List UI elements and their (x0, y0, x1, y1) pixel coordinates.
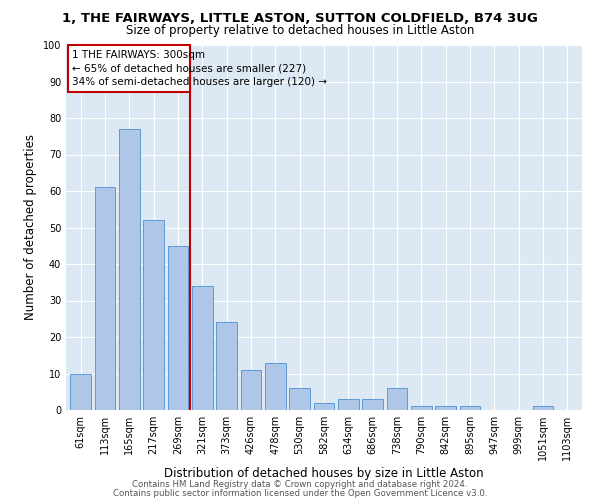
Bar (265, 362, 286, 410)
Bar (533, 406, 553, 410)
Bar (314, 402, 334, 410)
Bar (70, 374, 91, 410)
Text: Contains HM Land Registry data © Crown copyright and database right 2024.: Contains HM Land Registry data © Crown c… (132, 480, 468, 489)
Bar (216, 322, 237, 410)
Bar (241, 370, 262, 410)
Bar (460, 406, 481, 410)
Bar (143, 220, 164, 410)
Bar (362, 399, 383, 410)
Bar (192, 286, 212, 410)
Text: Size of property relative to detached houses in Little Aston: Size of property relative to detached ho… (126, 24, 474, 37)
Bar (386, 388, 407, 410)
FancyBboxPatch shape (68, 45, 190, 92)
Bar (436, 406, 456, 410)
Bar (167, 246, 188, 410)
X-axis label: Distribution of detached houses by size in Little Aston: Distribution of detached houses by size … (164, 467, 484, 480)
Y-axis label: Number of detached properties: Number of detached properties (24, 134, 37, 320)
Bar (411, 406, 432, 410)
Bar (289, 388, 310, 410)
Text: 1 THE FAIRWAYS: 300sqm: 1 THE FAIRWAYS: 300sqm (72, 50, 205, 60)
Text: ← 65% of detached houses are smaller (227): ← 65% of detached houses are smaller (22… (72, 64, 306, 74)
Bar (338, 399, 359, 410)
Text: 34% of semi-detached houses are larger (120) →: 34% of semi-detached houses are larger (… (72, 77, 327, 87)
Bar (119, 129, 140, 410)
Bar (95, 188, 115, 410)
Text: Contains public sector information licensed under the Open Government Licence v3: Contains public sector information licen… (113, 488, 487, 498)
Text: 1, THE FAIRWAYS, LITTLE ASTON, SUTTON COLDFIELD, B74 3UG: 1, THE FAIRWAYS, LITTLE ASTON, SUTTON CO… (62, 12, 538, 24)
